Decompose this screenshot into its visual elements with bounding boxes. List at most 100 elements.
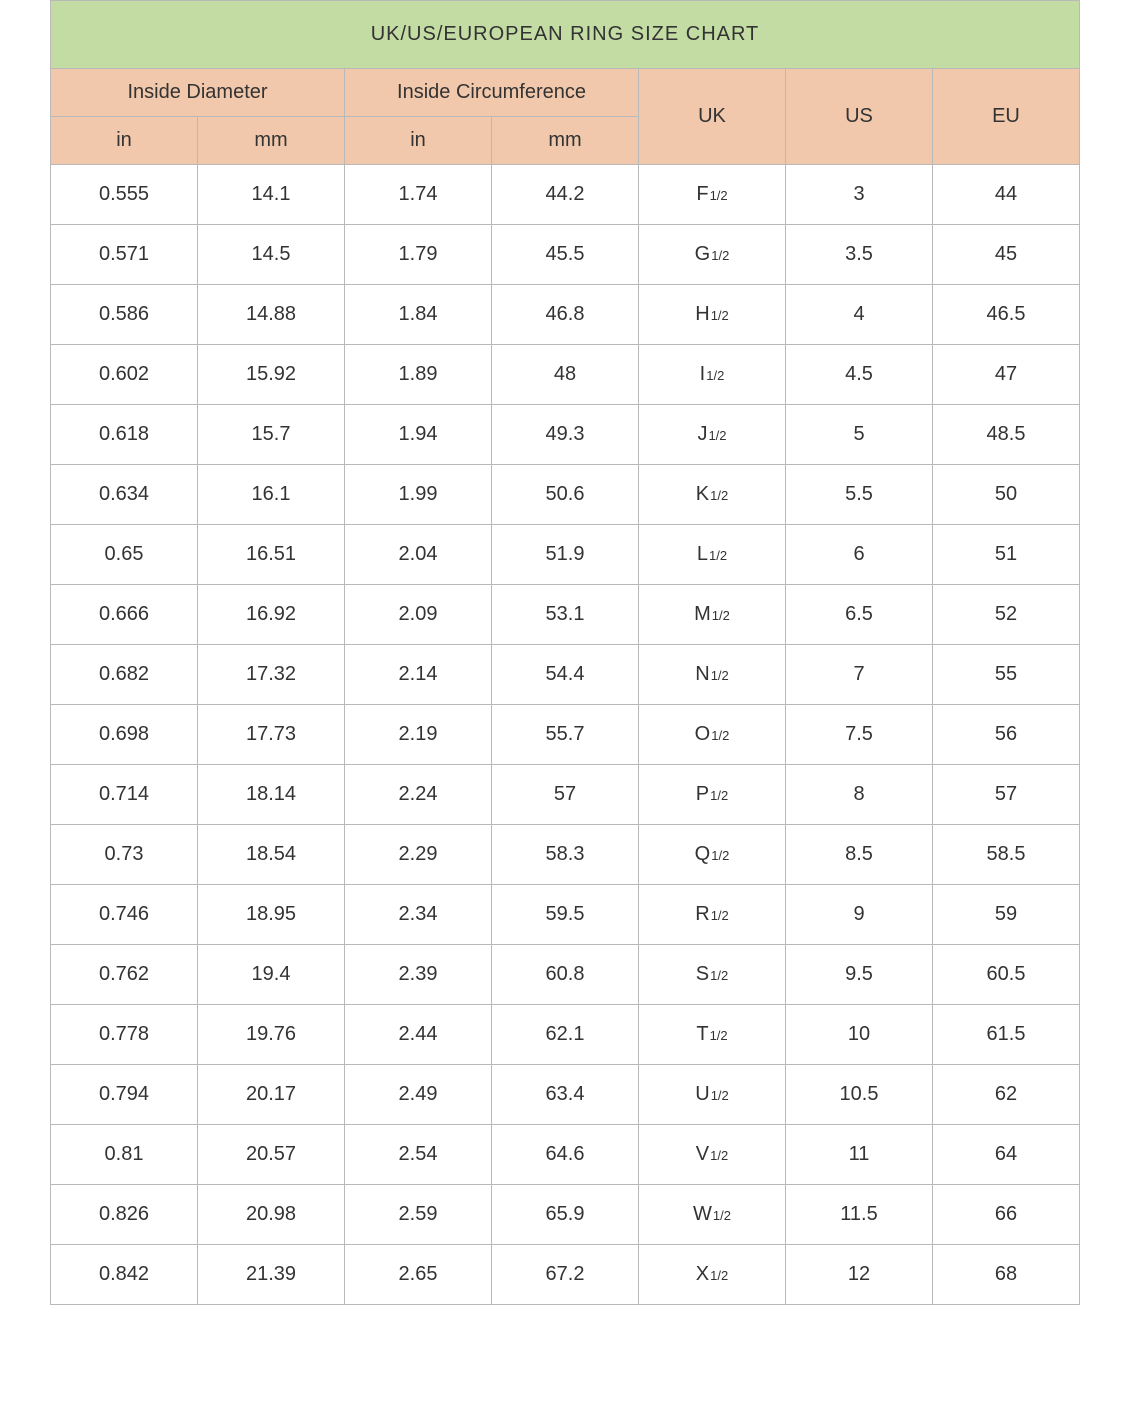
- table-row: 0.66616.922.0953.1M1/26.552: [51, 585, 1080, 645]
- cell-circumference-mm: 46.8: [492, 285, 639, 345]
- uk-half-fraction: 1/2: [710, 488, 728, 503]
- cell-diameter-in: 0.666: [51, 585, 198, 645]
- cell-circumference-in: 1.89: [345, 345, 492, 405]
- uk-letter: S: [696, 963, 709, 986]
- cell-uk-size: V1/2: [639, 1125, 786, 1185]
- cell-uk-size: I1/2: [639, 345, 786, 405]
- cell-eu-size: 57: [933, 765, 1080, 825]
- uk-half-fraction: 1/2: [706, 368, 724, 383]
- table-row: 0.69817.732.1955.7O1/27.556: [51, 705, 1080, 765]
- cell-diameter-in: 0.555: [51, 165, 198, 225]
- cell-eu-size: 51: [933, 525, 1080, 585]
- uk-letter: X: [696, 1263, 709, 1286]
- table-row: 0.60215.921.8948I1/24.547: [51, 345, 1080, 405]
- cell-diameter-mm: 18.54: [198, 825, 345, 885]
- header-eu: EU: [933, 69, 1080, 165]
- cell-circumference-in: 2.54: [345, 1125, 492, 1185]
- cell-diameter-in: 0.65: [51, 525, 198, 585]
- cell-uk-size: R1/2: [639, 885, 786, 945]
- cell-diameter-mm: 17.73: [198, 705, 345, 765]
- cell-diameter-in: 0.634: [51, 465, 198, 525]
- cell-us-size: 8: [786, 765, 933, 825]
- table-row: 0.63416.11.9950.6K1/25.550: [51, 465, 1080, 525]
- uk-letter: Q: [695, 843, 711, 866]
- cell-circumference-mm: 67.2: [492, 1245, 639, 1305]
- cell-circumference-mm: 44.2: [492, 165, 639, 225]
- uk-half-fraction: 1/2: [710, 1028, 728, 1043]
- table-row: 0.82620.982.5965.9W1/211.566: [51, 1185, 1080, 1245]
- cell-diameter-mm: 14.5: [198, 225, 345, 285]
- cell-diameter-in: 0.602: [51, 345, 198, 405]
- cell-uk-size: K1/2: [639, 465, 786, 525]
- cell-circumference-in: 2.09: [345, 585, 492, 645]
- cell-diameter-in: 0.762: [51, 945, 198, 1005]
- table-row: 0.74618.952.3459.5R1/2959: [51, 885, 1080, 945]
- cell-circumference-in: 1.99: [345, 465, 492, 525]
- cell-circumference-in: 1.79: [345, 225, 492, 285]
- cell-uk-size: W1/2: [639, 1185, 786, 1245]
- cell-diameter-mm: 16.51: [198, 525, 345, 585]
- cell-diameter-in: 0.826: [51, 1185, 198, 1245]
- cell-diameter-in: 0.778: [51, 1005, 198, 1065]
- cell-diameter-in: 0.586: [51, 285, 198, 345]
- cell-us-size: 3: [786, 165, 933, 225]
- header-diameter-mm: mm: [198, 117, 345, 165]
- ring-size-table: UK/US/EUROPEAN RING SIZE CHART Inside Di…: [50, 0, 1080, 1305]
- uk-letter: F: [696, 183, 708, 206]
- uk-half-fraction: 1/2: [710, 788, 728, 803]
- header-uk: UK: [639, 69, 786, 165]
- uk-half-fraction: 1/2: [711, 308, 729, 323]
- cell-us-size: 3.5: [786, 225, 933, 285]
- table-row: 0.6516.512.0451.9L1/2651: [51, 525, 1080, 585]
- uk-letter: U: [695, 1083, 709, 1106]
- table-row: 0.61815.71.9449.3J1/2548.5: [51, 405, 1080, 465]
- uk-letter: M: [694, 603, 711, 626]
- cell-circumference-in: 1.74: [345, 165, 492, 225]
- header-us: US: [786, 69, 933, 165]
- cell-eu-size: 56: [933, 705, 1080, 765]
- cell-diameter-mm: 15.92: [198, 345, 345, 405]
- cell-circumference-in: 2.34: [345, 885, 492, 945]
- cell-circumference-mm: 45.5: [492, 225, 639, 285]
- cell-uk-size: P1/2: [639, 765, 786, 825]
- uk-half-fraction: 1/2: [710, 968, 728, 983]
- cell-circumference-mm: 53.1: [492, 585, 639, 645]
- cell-uk-size: L1/2: [639, 525, 786, 585]
- cell-uk-size: U1/2: [639, 1065, 786, 1125]
- cell-circumference-mm: 49.3: [492, 405, 639, 465]
- cell-circumference-in: 2.14: [345, 645, 492, 705]
- cell-diameter-in: 0.73: [51, 825, 198, 885]
- cell-circumference-mm: 55.7: [492, 705, 639, 765]
- uk-letter: G: [695, 243, 711, 266]
- cell-eu-size: 62: [933, 1065, 1080, 1125]
- uk-letter: P: [696, 783, 709, 806]
- cell-eu-size: 66: [933, 1185, 1080, 1245]
- header-inside-diameter: Inside Diameter: [51, 69, 345, 117]
- cell-circumference-mm: 57: [492, 765, 639, 825]
- group-header-row: Inside Diameter Inside Circumference UK …: [51, 69, 1080, 117]
- cell-diameter-mm: 14.1: [198, 165, 345, 225]
- cell-circumference-mm: 51.9: [492, 525, 639, 585]
- cell-eu-size: 46.5: [933, 285, 1080, 345]
- cell-circumference-in: 2.44: [345, 1005, 492, 1065]
- cell-diameter-in: 0.571: [51, 225, 198, 285]
- uk-letter: L: [697, 543, 708, 566]
- cell-uk-size: J1/2: [639, 405, 786, 465]
- cell-diameter-mm: 16.92: [198, 585, 345, 645]
- cell-circumference-mm: 58.3: [492, 825, 639, 885]
- cell-circumference-in: 2.19: [345, 705, 492, 765]
- cell-uk-size: M1/2: [639, 585, 786, 645]
- uk-letter: I: [700, 363, 706, 386]
- cell-eu-size: 64: [933, 1125, 1080, 1185]
- title-row: UK/US/EUROPEAN RING SIZE CHART: [51, 1, 1080, 69]
- cell-circumference-in: 2.29: [345, 825, 492, 885]
- uk-letter: K: [696, 483, 709, 506]
- cell-diameter-in: 0.682: [51, 645, 198, 705]
- cell-eu-size: 47: [933, 345, 1080, 405]
- table-row: 0.55514.11.7444.2F1/2344: [51, 165, 1080, 225]
- cell-us-size: 11: [786, 1125, 933, 1185]
- cell-diameter-mm: 18.14: [198, 765, 345, 825]
- table-row: 0.57114.51.7945.5G1/23.545: [51, 225, 1080, 285]
- cell-diameter-in: 0.794: [51, 1065, 198, 1125]
- cell-us-size: 10.5: [786, 1065, 933, 1125]
